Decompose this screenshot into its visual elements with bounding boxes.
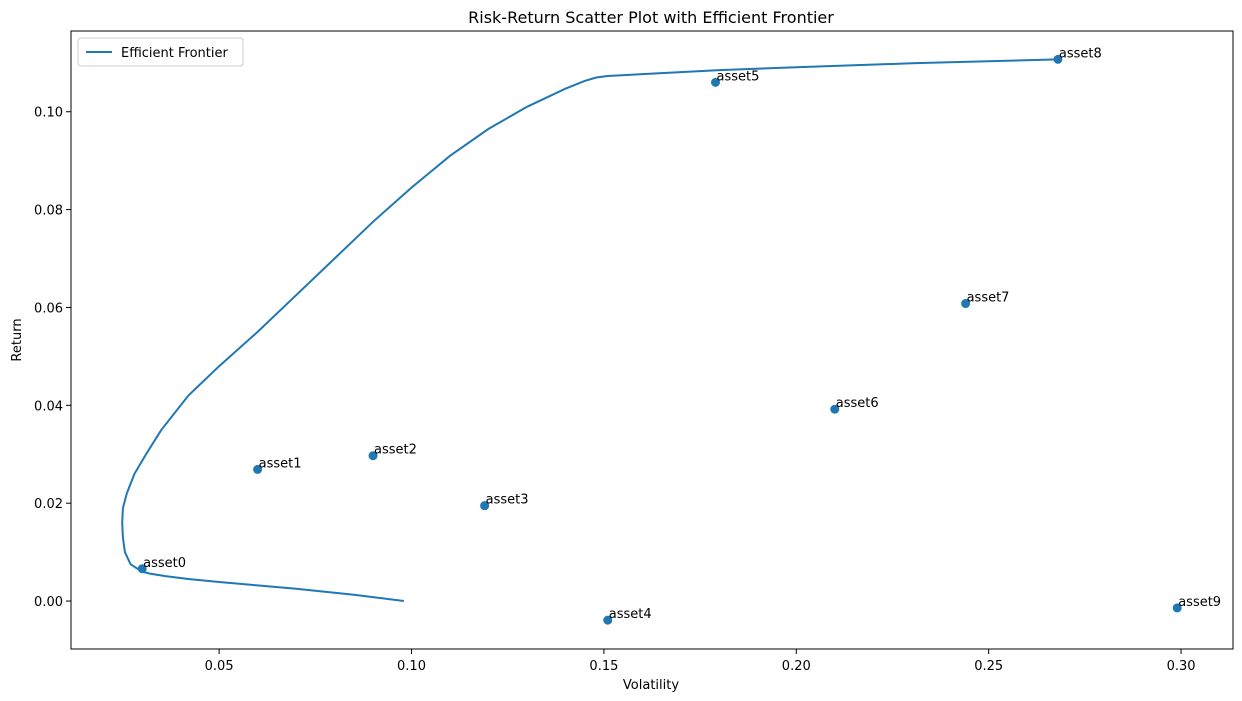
efficient-frontier-line <box>121 58 1058 602</box>
y-tick-label: 0.00 <box>34 595 63 610</box>
y-tick-label: 0.04 <box>34 399 63 414</box>
scatter-point-asset0 <box>137 564 147 574</box>
point-label-asset5: asset5 <box>716 69 759 84</box>
legend-box <box>77 37 244 67</box>
scatter-point-asset3 <box>480 501 490 511</box>
point-label-asset7: asset7 <box>967 291 1010 306</box>
point-label-asset2: asset2 <box>374 443 417 458</box>
scatter-point-asset8 <box>1053 54 1063 64</box>
chart-title: Risk-Return Scatter Plot with Efficient … <box>468 8 834 27</box>
point-label-asset4: asset4 <box>609 607 652 622</box>
scatter-point-asset1 <box>253 464 263 474</box>
scatter-point-asset5 <box>710 77 720 87</box>
y-tick-label: 0.06 <box>34 301 63 316</box>
x-tick-label: 0.20 <box>782 659 811 674</box>
points-layer: asset0 asset1 asset2 asset3 asset4 asset5 asse… <box>137 46 1221 625</box>
x-tick-label: 0.10 <box>397 659 426 674</box>
point-label-asset1: asset1 <box>259 456 302 471</box>
y-axis: 0.00 0.02 0.04 0.06 0.08 0.10 <box>34 106 71 610</box>
point-label-asset9: asset9 <box>1178 595 1221 610</box>
legend: Efficient Frontier <box>77 37 244 67</box>
point-label-asset6: asset6 <box>836 396 879 411</box>
plot-area <box>70 30 1234 650</box>
scatter-point-asset6 <box>830 404 840 414</box>
y-tick-label: 0.10 <box>34 106 63 121</box>
frontier-layer <box>121 58 1058 602</box>
x-axis-label: Volatility <box>623 678 679 693</box>
legend-label-efficient-frontier: Efficient Frontier <box>121 46 228 61</box>
point-label-asset3: asset3 <box>486 493 529 508</box>
point-label-asset8: asset8 <box>1059 46 1102 61</box>
scatter-point-asset7 <box>961 299 971 309</box>
x-axis: 0.05 0.10 0.15 0.20 0.25 0.30 <box>205 649 1196 674</box>
scatter-point-asset4 <box>603 615 613 625</box>
x-tick-label: 0.15 <box>589 659 618 674</box>
y-tick-label: 0.08 <box>34 204 63 219</box>
x-tick-label: 0.05 <box>205 659 234 674</box>
point-label-asset0: asset0 <box>143 556 186 571</box>
x-tick-label: 0.30 <box>1167 659 1196 674</box>
x-tick-label: 0.25 <box>974 659 1003 674</box>
scatter-point-asset2 <box>368 451 378 461</box>
y-axis-label: Return <box>10 318 25 361</box>
y-tick-label: 0.02 <box>34 497 63 512</box>
scatter-point-asset9 <box>1172 603 1182 613</box>
